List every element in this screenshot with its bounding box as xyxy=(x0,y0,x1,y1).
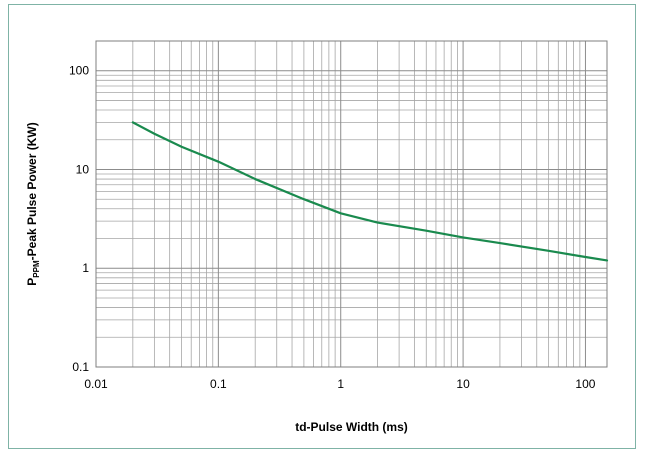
y-axis-title-rest: -Peak Pulse Power (KW) xyxy=(25,122,39,260)
minor-grid xyxy=(96,40,607,367)
x-tick-label: 1 xyxy=(337,377,344,391)
y-axis-title-main: P xyxy=(25,278,39,286)
x-tick-label: 0.01 xyxy=(84,377,108,391)
plot-area-border xyxy=(95,40,608,368)
pulse-power-chart: 0.01 0.1 1 10 100 0.1 1 10 100 td-Pulse Width (… xyxy=(25,40,609,434)
y-axis-title: PPPM-Peak Pulse Power (KW) xyxy=(25,122,41,285)
x-tick-labels: 0.01 0.1 1 10 100 xyxy=(84,377,595,391)
series-layer xyxy=(131,121,609,262)
series-line-0 xyxy=(131,121,609,262)
y-tick-label: 0.1 xyxy=(72,360,89,374)
y-tick-labels: 0.1 1 10 100 xyxy=(69,64,89,374)
x-axis-title: td-Pulse Width (ms) xyxy=(295,420,408,434)
x-tick-label: 100 xyxy=(575,377,595,391)
major-grid xyxy=(95,41,607,368)
chart-frame: 0.01 0.1 1 10 100 0.1 1 10 100 td-Pulse Width (… xyxy=(8,4,636,449)
x-tick-label: 0.1 xyxy=(210,377,227,391)
y-axis-title-subscript: PPM xyxy=(32,260,41,278)
y-tick-label: 100 xyxy=(69,64,89,78)
x-tick-label: 10 xyxy=(456,377,470,391)
y-tick-label: 1 xyxy=(82,261,89,275)
y-tick-label: 10 xyxy=(76,162,90,176)
